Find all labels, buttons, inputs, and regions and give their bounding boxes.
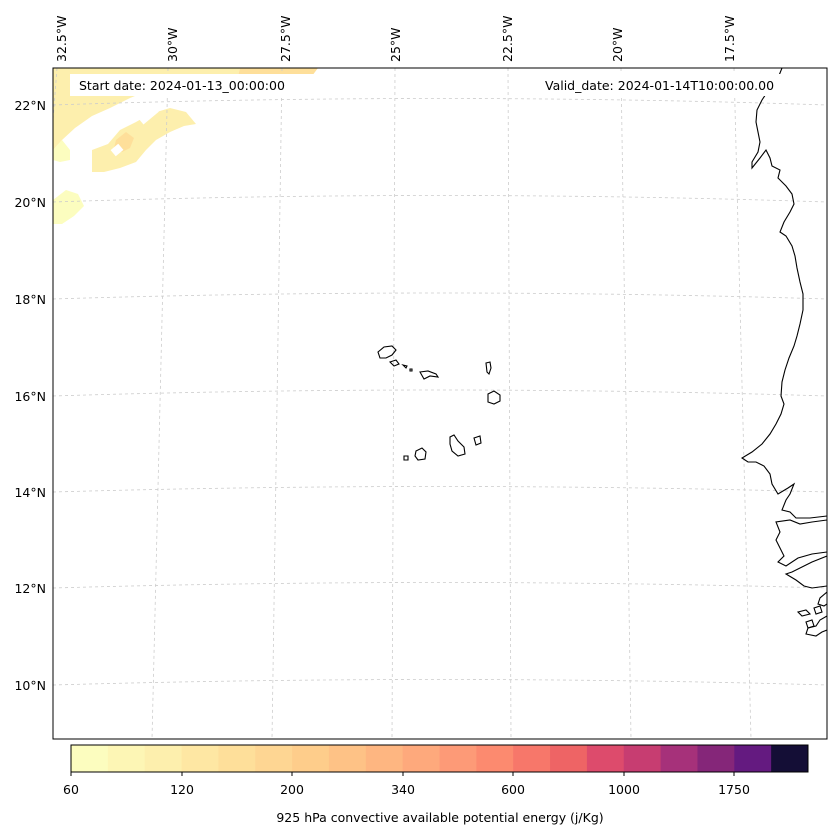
map-frame [52,67,828,740]
meridian-gridline [733,68,752,739]
valid-date-box [538,74,808,96]
cape-gap [133,99,159,125]
colorbar-tick-labels: 60 120 200 340 600 1000 1750 [63,782,750,797]
colorbar-swatch [697,745,735,772]
lat-label: 20°N [14,195,46,210]
cape-gap [110,143,124,157]
coastline-gambia-casamance [775,519,827,567]
lon-label: 22.5°W [500,16,515,62]
colorbar-tick-label: 600 [501,782,525,797]
meridian-gridline [391,68,396,739]
map-area [53,68,827,739]
island-maio [473,435,482,446]
colorbar-swatch [107,745,146,772]
cape-verde-islands [377,345,501,461]
island-brava [403,455,409,461]
island-santiago [449,434,466,457]
lon-label: 27.5°W [278,16,293,62]
colorbar-swatch [292,745,330,772]
lon-label: 20°W [610,27,625,62]
lat-label: 12°N [14,581,46,596]
lat-label: 16°N [14,389,46,404]
parallel-gridline [53,389,827,397]
lat-label: 22°N [14,98,46,113]
colorbar-tick-label: 340 [391,782,415,797]
colorbar-tick-label: 1750 [718,782,750,797]
colorbar-swatch [365,745,404,772]
colorbar-title: 925 hPa convective available potential e… [276,810,603,825]
latitude-labels: 22°N 20°N 18°N 16°N 14°N 12°N 10°N [14,98,46,693]
colorbar-swatch [402,745,440,772]
coastline-bijagos [813,605,823,615]
cape-patch [53,190,84,224]
colorbar-swatch [734,745,772,772]
parallel-gridline [53,98,827,106]
colorbar-swatch [476,745,514,772]
coastline-bijagos [796,609,812,617]
island-sao-nicolau [419,370,440,380]
island-santa-luzia [401,363,408,369]
cape-patch [92,108,196,172]
start-date-box [70,74,314,96]
colorbar-swatch [623,745,662,772]
lon-label: 25°W [388,27,403,62]
colorbar-swatch [255,745,293,772]
colorbar-swatch [71,745,109,772]
coastline-guinea [817,591,827,607]
coastline-guinea-south [805,615,827,637]
meridian-gridline [507,68,512,739]
valid-date-label: Valid_date: 2024-01-14T10:00:00.00 [545,78,774,93]
island-boa-vista [487,390,501,405]
cape-patch [53,140,70,162]
meridian-gridline [271,68,283,739]
colorbar-tick-label: 60 [63,782,79,797]
colorbar: 60 120 200 340 600 1000 1750 925 hPa con… [63,744,809,825]
island-sao-vicente [388,359,400,367]
parallel-gridline [53,486,827,493]
lon-label: 17.5°W [722,16,737,62]
coastline-west-africa [740,68,827,637]
colorbar-swatch [328,745,367,772]
colorbar-frame [70,744,809,773]
colorbar-swatch [550,745,588,772]
longitude-labels: 32.5°W 30°W 27.5°W 25°W 22.5°W 20°W 17.5… [54,16,737,62]
colorbar-swatch [218,745,256,772]
parallel-gridline [53,292,827,300]
colorbar-swatch [181,745,219,772]
meridian-gridline [53,68,58,121]
island-sal [485,361,492,376]
colorbar-swatch [144,745,183,772]
colorbar-swatches [71,745,809,772]
colorbar-swatch [513,745,551,772]
meridian-gridline [620,68,632,739]
gridlines [53,68,827,739]
colorbar-swatch [771,745,809,772]
lon-label: 30°W [165,27,180,62]
parallel-gridline [53,195,827,203]
colorbar-swatch [660,745,698,772]
info-labels: Start date: 2024-01-13_00:00:00 Valid_da… [70,74,808,96]
lat-label: 18°N [14,292,46,307]
lat-label: 10°N [14,678,46,693]
meridian-gridline [151,68,169,739]
colorbar-ticks [70,772,735,776]
island-fogo [414,447,427,461]
map-background [53,68,827,739]
island-santo-antao [377,345,397,359]
start-date-label: Start date: 2024-01-13_00:00:00 [79,78,285,93]
colorbar-tick-label: 1000 [608,782,640,797]
colorbar-tick-label: 200 [280,782,304,797]
parallel-gridline [53,582,827,589]
colorbar-swatch [586,745,625,772]
lat-label: 14°N [14,485,46,500]
island-ilheu [409,368,413,372]
lon-label: 32.5°W [54,16,69,62]
coastline-mauritania-senegal [740,68,827,519]
colorbar-tick-label: 120 [170,782,194,797]
coastline-guinea-bissau [784,555,827,589]
colorbar-swatch [439,745,477,772]
parallel-gridline [53,679,827,686]
